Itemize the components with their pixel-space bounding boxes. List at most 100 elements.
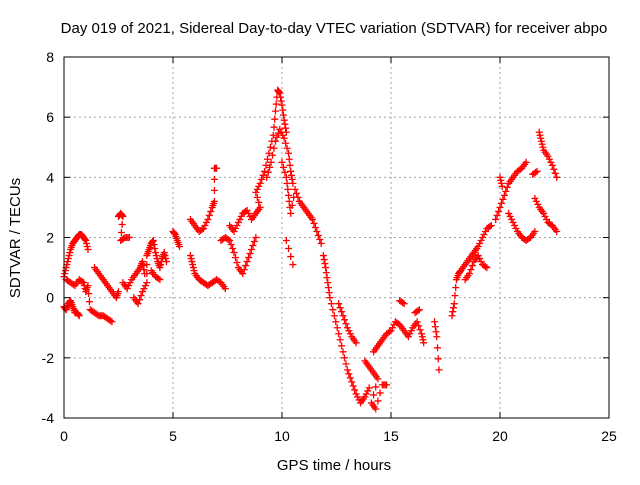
data-point xyxy=(176,243,184,251)
data-point xyxy=(286,161,294,169)
data-point xyxy=(352,339,360,347)
data-point xyxy=(404,333,412,341)
data-point xyxy=(149,238,157,246)
data-point xyxy=(242,262,250,270)
data-point xyxy=(83,240,91,248)
data-point xyxy=(138,258,146,266)
data-point xyxy=(278,101,286,109)
data-point xyxy=(339,348,347,356)
data-point xyxy=(413,318,421,326)
data-point xyxy=(539,143,547,151)
data-point xyxy=(321,260,329,268)
data-point xyxy=(319,252,327,260)
data-point xyxy=(474,252,482,260)
data-point xyxy=(280,134,288,142)
data-point xyxy=(282,173,290,181)
data-point xyxy=(372,383,380,391)
data-point xyxy=(201,221,209,229)
data-point xyxy=(538,140,546,148)
data-point xyxy=(125,234,133,241)
data-point xyxy=(497,176,505,184)
data-point xyxy=(279,111,287,119)
data-point xyxy=(492,215,500,223)
data-point xyxy=(325,289,333,297)
data-point xyxy=(202,218,210,226)
data-point xyxy=(294,193,302,201)
data-point xyxy=(271,137,279,145)
data-point xyxy=(64,258,72,266)
data-point xyxy=(245,254,253,262)
data-point xyxy=(498,182,506,190)
data-point xyxy=(502,187,510,195)
data-point xyxy=(149,237,157,245)
data-point xyxy=(406,330,414,338)
data-point xyxy=(511,221,519,229)
data-point xyxy=(282,237,290,245)
data-point xyxy=(346,374,354,382)
data-point xyxy=(364,387,372,395)
data-point xyxy=(336,336,344,344)
data-point xyxy=(84,282,92,290)
data-point xyxy=(545,155,553,163)
data-point xyxy=(234,218,242,226)
y-axis-label: SDTVAR / TECUs xyxy=(7,178,24,298)
data-point xyxy=(309,215,317,223)
data-point xyxy=(486,222,494,230)
data-point xyxy=(118,220,126,228)
data-point xyxy=(126,279,134,287)
y-tick-label: 4 xyxy=(46,169,54,185)
data-point xyxy=(269,151,277,159)
data-point xyxy=(285,245,293,253)
data-point xyxy=(156,276,164,284)
data-point xyxy=(434,355,442,363)
data-point xyxy=(283,144,291,152)
x-tick-label: 5 xyxy=(169,428,177,444)
data-point xyxy=(78,278,86,286)
data-point xyxy=(247,246,255,254)
data-point xyxy=(287,167,295,175)
data-point xyxy=(75,312,83,320)
data-point xyxy=(200,224,208,232)
data-point xyxy=(330,312,338,320)
data-point xyxy=(139,262,147,270)
data-point xyxy=(64,255,72,263)
data-point xyxy=(418,330,426,338)
data-point xyxy=(117,228,125,236)
data-point xyxy=(157,261,165,269)
data-point xyxy=(65,252,73,260)
data-point xyxy=(293,189,301,197)
data-point xyxy=(170,229,178,237)
data-point xyxy=(262,161,270,169)
data-point xyxy=(531,227,539,235)
data-point xyxy=(190,267,198,275)
data-point xyxy=(335,300,343,308)
data-point xyxy=(143,261,151,269)
data-point xyxy=(335,330,343,338)
data-point xyxy=(85,290,93,298)
data-point xyxy=(230,227,238,235)
data-point xyxy=(134,300,142,308)
data-point xyxy=(285,155,293,163)
data-point xyxy=(187,255,195,263)
data-point xyxy=(285,197,293,205)
data-point xyxy=(123,285,131,293)
data-point xyxy=(207,207,215,215)
data-point xyxy=(243,206,251,214)
data-point xyxy=(497,179,505,187)
data-point xyxy=(152,252,160,260)
data-point xyxy=(474,243,482,251)
data-point xyxy=(434,344,442,352)
data-point xyxy=(156,264,164,272)
data-point xyxy=(452,284,460,292)
data-point xyxy=(275,88,283,96)
data-point xyxy=(551,169,559,177)
data-point xyxy=(496,203,504,211)
x-axis-label: GPS time / hours xyxy=(277,457,391,474)
data-point xyxy=(75,311,83,319)
data-point xyxy=(448,312,456,320)
data-point xyxy=(138,288,146,296)
data-point xyxy=(400,300,408,308)
data-point xyxy=(249,242,257,250)
data-point xyxy=(253,193,261,201)
